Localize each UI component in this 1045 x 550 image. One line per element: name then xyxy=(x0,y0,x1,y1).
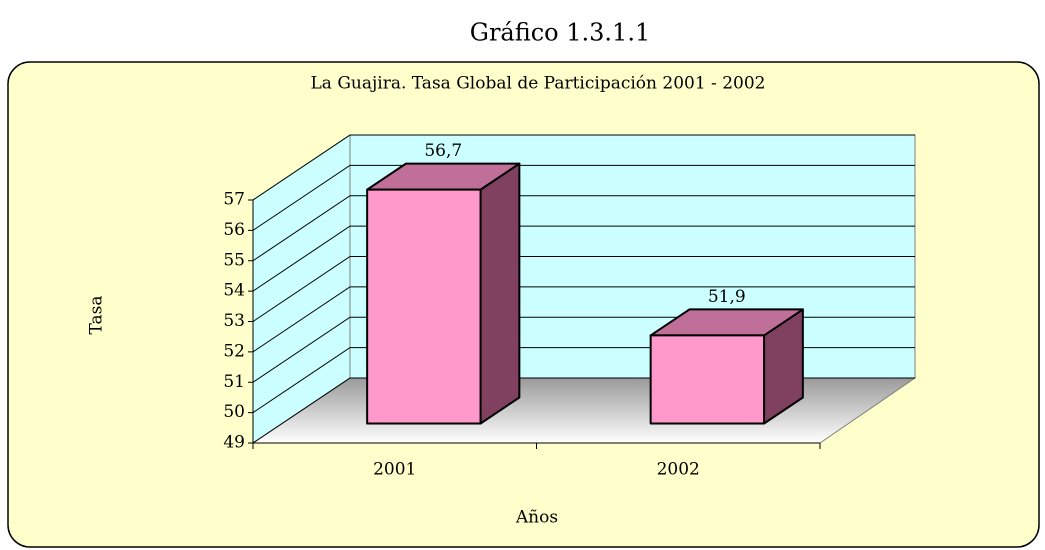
y-tick-label: 49 xyxy=(223,433,245,453)
grid-line xyxy=(252,164,915,231)
bar xyxy=(366,188,482,425)
x-axis-title: Años xyxy=(515,508,558,528)
y-tick-label: 52 xyxy=(223,341,245,361)
y-tick-label: 50 xyxy=(223,402,245,422)
bar xyxy=(649,334,766,425)
y-axis-title: Tasa xyxy=(87,295,107,334)
y-tick-label: 51 xyxy=(223,372,245,392)
bar-side xyxy=(479,162,521,425)
plot: 49 50 51 52 53 54 55 56 57 2001 56,7 2002 51,9 xyxy=(223,134,915,480)
x-tick-label: 2001 xyxy=(373,460,416,480)
grid-line xyxy=(252,256,915,322)
y-tick-label: 55 xyxy=(223,250,245,270)
y-tick-label: 57 xyxy=(223,190,245,210)
y-tick-label: 54 xyxy=(223,281,245,301)
grid-line xyxy=(252,195,915,262)
value-label: 56,7 xyxy=(424,141,462,161)
floor xyxy=(251,377,917,444)
y-tick-label: 53 xyxy=(223,311,245,331)
chart-title: La Guajira. Tasa Global de Participación… xyxy=(311,74,766,94)
value-label: 51,9 xyxy=(708,287,746,307)
grid-line xyxy=(252,225,915,292)
heading: Gráfico 1.3.1.1 xyxy=(470,19,650,47)
grid-line xyxy=(252,134,915,201)
y-tick-label: 56 xyxy=(223,220,245,240)
x-tick-label: 2002 xyxy=(657,460,700,480)
grid-line xyxy=(252,286,915,353)
